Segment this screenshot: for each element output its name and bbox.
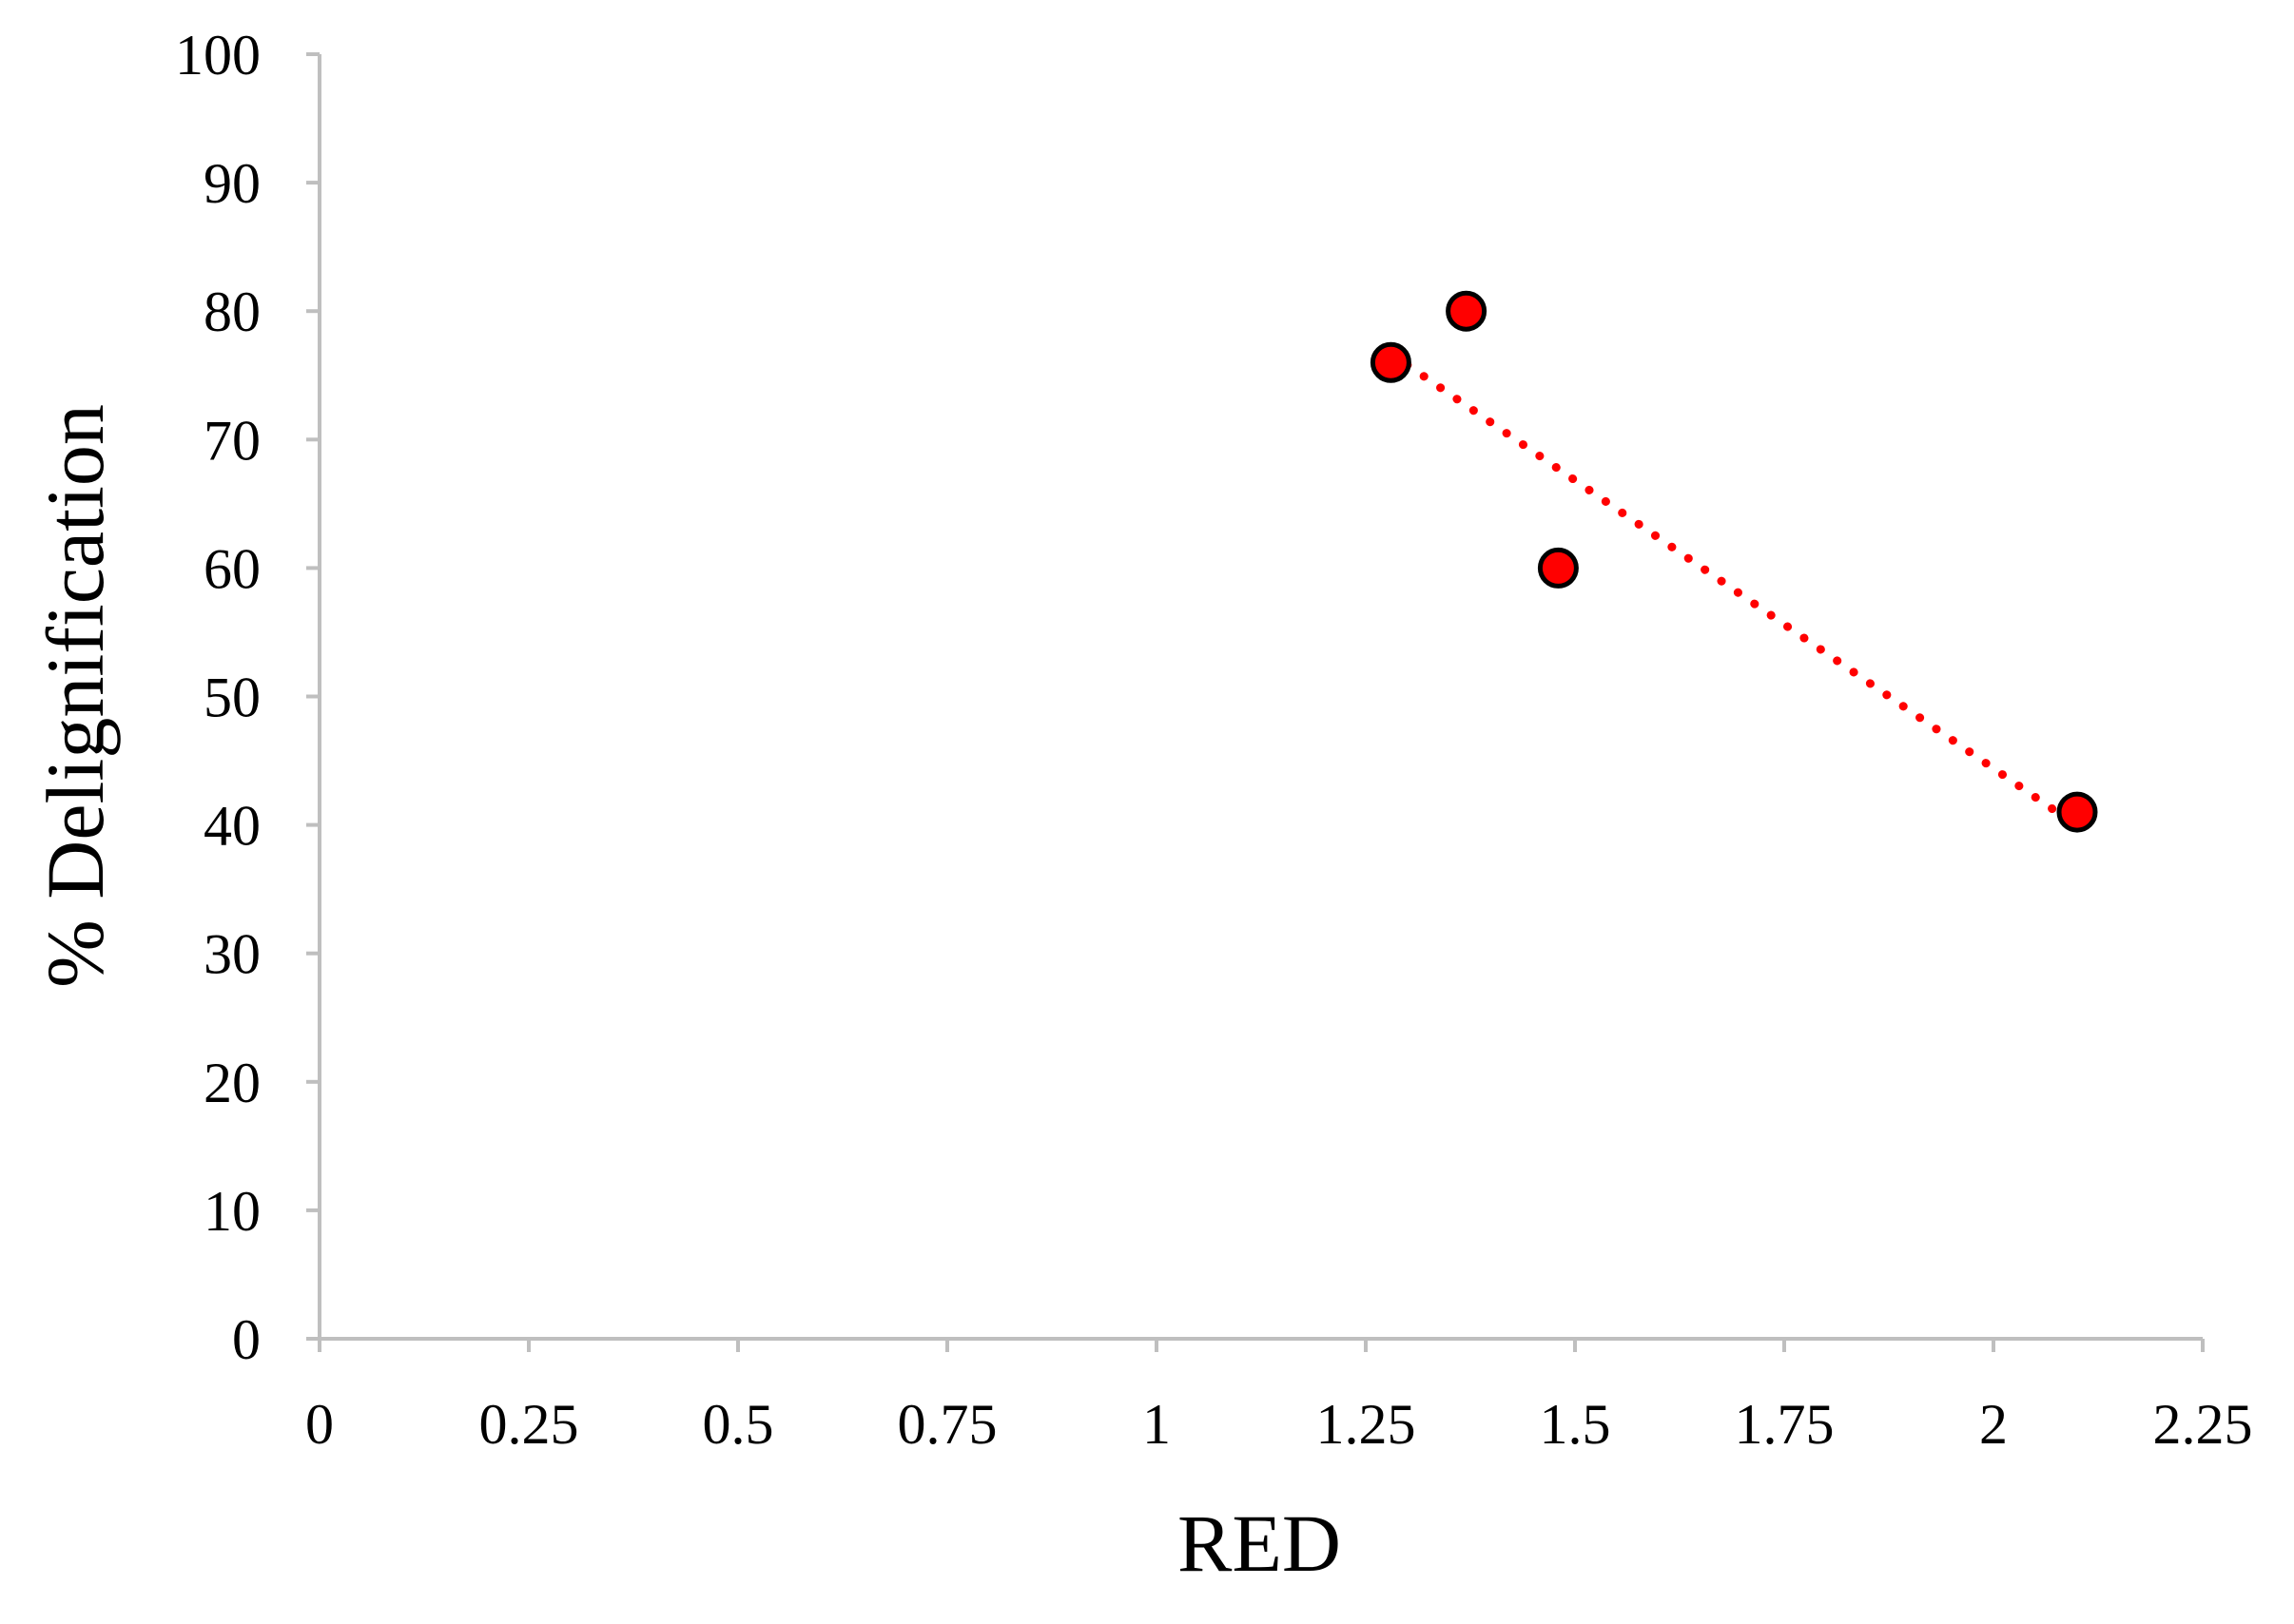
y-tick-label: 0 — [232, 1308, 261, 1371]
trendline — [1386, 349, 2082, 831]
y-tick-label: 50 — [204, 667, 261, 729]
data-point — [1446, 290, 1487, 332]
axes — [318, 54, 2203, 1341]
x-tick-label: 0 — [305, 1393, 334, 1456]
data-point — [1537, 547, 1579, 589]
x-tick-label: 0.75 — [898, 1393, 998, 1456]
y-tick-label: 30 — [204, 923, 261, 986]
x-axis-title: RED — [1177, 1498, 1341, 1589]
y-tick-label: 10 — [204, 1180, 261, 1243]
x-axis-ticks — [318, 1339, 2205, 1352]
y-tick-label: 20 — [204, 1052, 261, 1114]
x-tick-label: 1.25 — [1316, 1393, 1416, 1456]
y-axis-title: % Delignification — [29, 404, 121, 988]
data-point — [1370, 341, 1411, 383]
y-axis-ticks — [306, 52, 320, 1341]
y-tick-label: 90 — [204, 152, 261, 215]
data-point — [2056, 791, 2098, 833]
x-tick-label: 1.5 — [1540, 1393, 1611, 1456]
x-tick-label: 0.25 — [479, 1393, 579, 1456]
x-tick-label: 2.25 — [2153, 1393, 2253, 1456]
x-tick-label: 1.75 — [1735, 1393, 1835, 1456]
x-tick-label: 1 — [1142, 1393, 1171, 1456]
y-axis-tick-labels: 0 10 20 30 40 50 60 70 80 90 100 — [175, 24, 261, 1371]
y-tick-label: 100 — [175, 24, 261, 87]
y-tick-label: 60 — [204, 537, 261, 600]
data-points — [1370, 290, 2098, 833]
x-tick-label: 2 — [1979, 1393, 2008, 1456]
x-tick-label: 0.5 — [703, 1393, 774, 1456]
x-axis-tick-labels: 0 0.25 0.5 0.75 1 1.25 1.5 1.75 2 2.25 — [305, 1393, 2253, 1456]
y-tick-label: 80 — [204, 280, 261, 343]
y-tick-label: 70 — [204, 409, 261, 472]
trendline-group — [1386, 349, 2082, 831]
y-tick-label: 40 — [204, 795, 261, 858]
